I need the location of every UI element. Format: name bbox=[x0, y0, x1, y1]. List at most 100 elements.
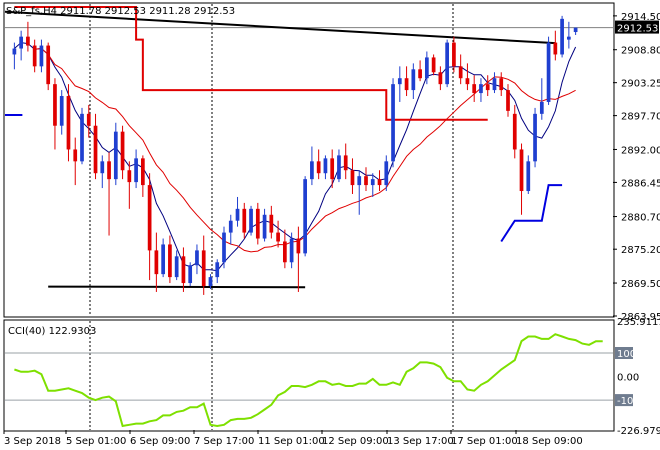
candle-body bbox=[168, 244, 172, 278]
cci-level-tag bbox=[615, 347, 633, 360]
candle-body bbox=[499, 78, 504, 91]
price-panel bbox=[3, 2, 615, 318]
candle-body bbox=[560, 18, 564, 55]
candle-body bbox=[86, 113, 91, 126]
price-tick-label: 2908.80 bbox=[621, 46, 660, 57]
candle-body bbox=[424, 57, 429, 79]
candle-body bbox=[120, 131, 125, 171]
candle-body bbox=[316, 161, 321, 174]
time-tick-label: 6 Sep 09:00 bbox=[130, 436, 190, 447]
candle-body bbox=[384, 161, 389, 186]
price-tick-label: 2914.50 bbox=[621, 12, 660, 23]
candle-body bbox=[418, 69, 422, 79]
candle-body bbox=[32, 45, 37, 67]
candle-body bbox=[296, 238, 301, 254]
candle-body bbox=[377, 179, 382, 186]
time-tick-label: 13 Sep 17:00 bbox=[387, 436, 454, 447]
candle-body bbox=[195, 250, 199, 266]
candle-body bbox=[282, 241, 287, 263]
candle-body bbox=[269, 214, 274, 233]
candle-body bbox=[404, 78, 409, 91]
candle-body bbox=[573, 27, 578, 33]
candle-body bbox=[19, 36, 24, 49]
candle-body bbox=[161, 244, 166, 275]
candle-body bbox=[533, 113, 537, 162]
cci-tick-label: -226.9796 bbox=[617, 426, 660, 437]
time-tick-label: 7 Sep 17:00 bbox=[194, 436, 254, 447]
candle-body bbox=[553, 42, 558, 55]
candle-body bbox=[370, 179, 375, 186]
candle-body bbox=[364, 176, 368, 186]
candle-body bbox=[526, 161, 531, 192]
price-tick-label: 2897.70 bbox=[621, 112, 660, 123]
candle-body bbox=[546, 42, 551, 102]
candle-body bbox=[46, 45, 51, 85]
candle-body bbox=[445, 42, 450, 85]
candle-body bbox=[215, 262, 220, 278]
candle-body bbox=[357, 176, 362, 186]
candle-body bbox=[343, 155, 348, 171]
candle-body bbox=[512, 113, 517, 150]
candle-body bbox=[465, 78, 470, 85]
candle-body bbox=[66, 96, 71, 150]
trendline bbox=[4, 10, 556, 45]
channel-upper bbox=[14, 5, 488, 121]
candle-body bbox=[452, 42, 456, 67]
candle-body bbox=[93, 125, 98, 174]
cci-tick-label: 0.00 bbox=[617, 373, 639, 384]
candle-body bbox=[438, 72, 443, 85]
candle-body bbox=[431, 57, 436, 73]
candle-body bbox=[100, 161, 105, 174]
candle-body bbox=[506, 90, 510, 111]
candle-body bbox=[140, 158, 145, 186]
candle-body bbox=[26, 36, 30, 46]
candle-body bbox=[411, 69, 416, 91]
candle-body bbox=[228, 220, 233, 233]
candle-body bbox=[289, 238, 294, 263]
price-tick-label: 2880.70 bbox=[621, 213, 660, 224]
cci-level-tag bbox=[615, 394, 633, 407]
symbol-header: S&P_fs,H4 2911.78 2912.53 2911.28 2912.5… bbox=[6, 6, 235, 17]
candle-body bbox=[59, 96, 64, 126]
candle-body bbox=[208, 277, 213, 287]
candle-body bbox=[350, 170, 355, 186]
price-tick-label: 2875.20 bbox=[621, 245, 660, 256]
candle-body bbox=[397, 78, 402, 85]
cci-line bbox=[14, 333, 603, 428]
candle-body bbox=[39, 45, 44, 67]
candle-body bbox=[12, 48, 17, 55]
price-tick-label: 2863.95 bbox=[621, 312, 660, 323]
candle-body bbox=[222, 232, 226, 263]
candle-body bbox=[485, 84, 490, 91]
candle-body bbox=[107, 161, 111, 180]
time-tick-label: 3 Sep 2018 bbox=[4, 436, 61, 447]
cci-tick-label: -100 bbox=[617, 396, 640, 407]
channel-lower bbox=[500, 184, 563, 243]
candle-body bbox=[242, 208, 247, 233]
current-price-tag bbox=[615, 20, 659, 34]
candle-body bbox=[303, 179, 308, 254]
support-line bbox=[48, 285, 306, 289]
candle-body bbox=[249, 208, 253, 233]
candle-body bbox=[147, 185, 152, 251]
cci-tick-label: 235.9111 bbox=[617, 317, 660, 328]
candle-body bbox=[80, 113, 84, 162]
candle-body bbox=[181, 256, 186, 284]
time-tick-label: 17 Sep 01:00 bbox=[451, 436, 518, 447]
candle-body bbox=[262, 214, 267, 239]
candle-body bbox=[127, 170, 132, 183]
candle-body bbox=[479, 84, 483, 94]
indicator-panel bbox=[3, 319, 615, 432]
candle-body bbox=[235, 208, 240, 221]
price-tick-label: 2903.25 bbox=[621, 79, 660, 90]
candle-body bbox=[458, 66, 463, 79]
cci-header: CCI(40) 122.9303 bbox=[8, 326, 96, 337]
price-tick-label: 2869.50 bbox=[621, 279, 660, 290]
candle-body bbox=[154, 250, 159, 275]
candle-body bbox=[310, 161, 314, 180]
time-tick-label: 18 Sep 09:00 bbox=[516, 436, 583, 447]
time-tick-label: 12 Sep 09:00 bbox=[322, 436, 389, 447]
candle-body bbox=[174, 256, 179, 278]
candle-body bbox=[566, 36, 571, 40]
candle-body bbox=[330, 158, 335, 180]
